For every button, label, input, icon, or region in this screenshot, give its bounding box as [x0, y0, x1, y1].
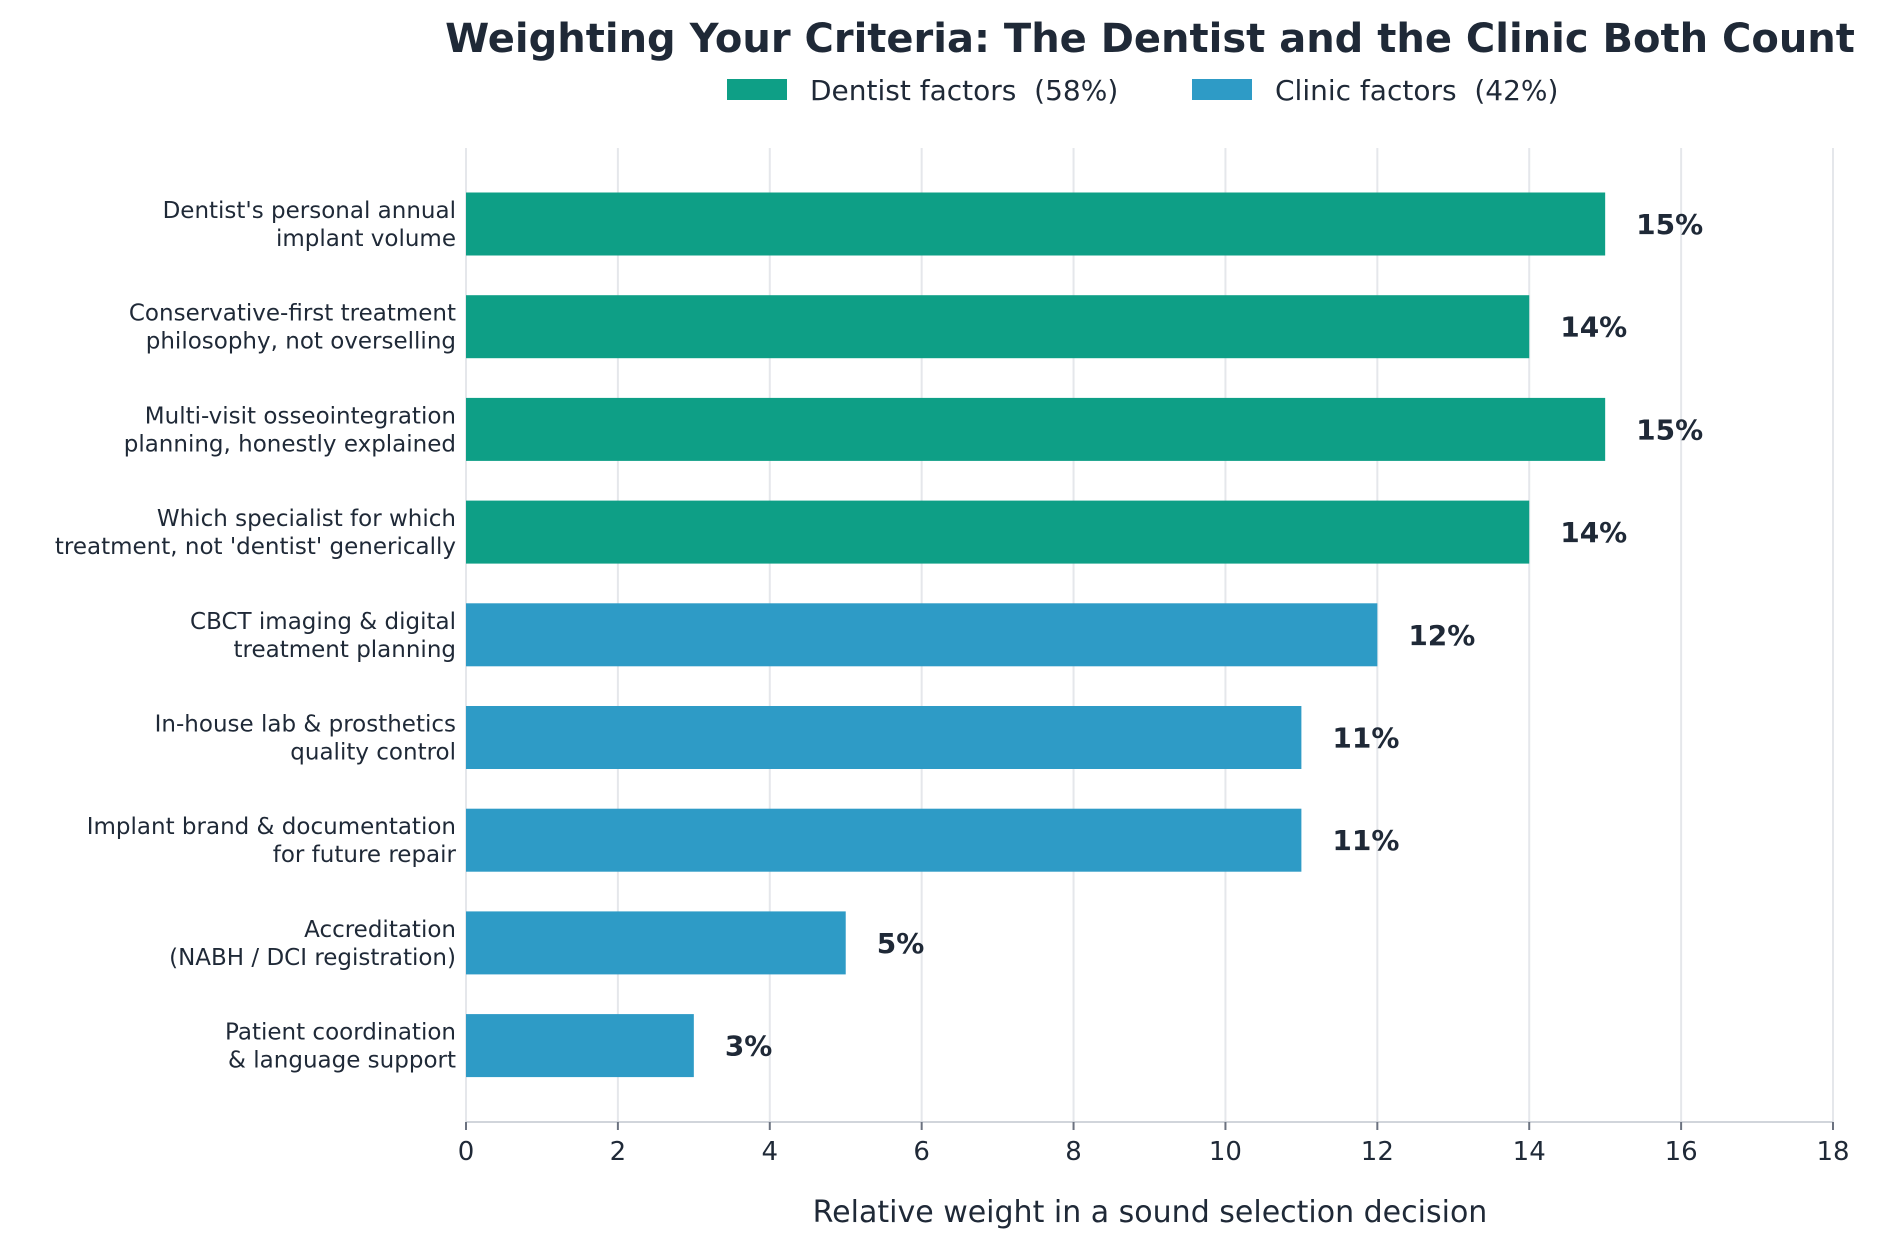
x-tick-label: 10 — [1209, 1137, 1242, 1167]
x-tick-label: 2 — [610, 1137, 627, 1167]
category-label: Multi-visit osseointegration planning, ho… — [124, 403, 456, 457]
value-label: 14% — [1560, 516, 1627, 549]
bars — [466, 192, 1606, 1078]
bar — [466, 808, 1302, 872]
category-label: Patient coordination & language support — [225, 1020, 456, 1074]
x-axis-label: Relative weight in a sound selection dec… — [813, 1195, 1488, 1230]
value-label: 5% — [877, 927, 925, 960]
value-label: 3% — [725, 1030, 773, 1063]
bar — [466, 706, 1302, 769]
x-axis: 0 2 4 6 8 10 12 14 16 18 — [458, 1121, 1850, 1167]
legend-label-dentist: Dentist factors (58%) — [810, 74, 1118, 107]
category-label: Implant brand & documentation for future … — [87, 814, 457, 868]
x-tick-label: 4 — [762, 1137, 779, 1167]
bar — [466, 295, 1530, 359]
legend-swatch-dentist — [727, 79, 787, 100]
bar — [466, 500, 1530, 564]
x-tick-label: 14 — [1513, 1137, 1546, 1167]
value-labels: 15% 14% 15% 14% 12% 11% 11% 5% 3% — [725, 208, 1703, 1063]
x-tick-label: 12 — [1361, 1137, 1394, 1167]
category-label: Conservative-first treatment philosophy, … — [129, 301, 456, 355]
value-label: 15% — [1636, 413, 1703, 446]
bar — [466, 603, 1378, 667]
chart-title: Weighting Your Criteria: The Dentist and… — [445, 16, 1855, 62]
x-tick-label: 0 — [458, 1137, 475, 1167]
legend-label-clinic: Clinic factors (42%) — [1275, 74, 1558, 107]
category-label: Accreditation (NABH / DCI registration) — [169, 917, 456, 971]
category-label: CBCT imaging & digital treatment planning — [190, 609, 456, 663]
value-label: 12% — [1408, 619, 1475, 652]
value-label: 14% — [1560, 311, 1627, 344]
category-label: Which specialist for which treatment, not… — [55, 506, 456, 560]
category-label: In-house lab & prosthetics quality contro… — [155, 712, 456, 766]
value-label: 11% — [1332, 824, 1399, 857]
category-labels: Dentist's personal annual implant volume C… — [55, 198, 457, 1074]
bar — [466, 397, 1606, 461]
value-label: 11% — [1332, 722, 1399, 755]
x-tick-label: 18 — [1816, 1137, 1849, 1167]
bar — [466, 192, 1606, 256]
category-label: Dentist's personal annual implant volume — [163, 198, 456, 252]
x-tick-label: 6 — [913, 1137, 930, 1167]
x-tick-label: 8 — [1065, 1137, 1082, 1167]
x-tick-label: 16 — [1665, 1137, 1698, 1167]
bar — [466, 1014, 694, 1078]
value-label: 15% — [1636, 208, 1703, 241]
bar — [466, 911, 846, 975]
legend: Dentist factors (58%) Clinic factors (42… — [727, 74, 1558, 107]
legend-swatch-clinic — [1192, 79, 1252, 100]
